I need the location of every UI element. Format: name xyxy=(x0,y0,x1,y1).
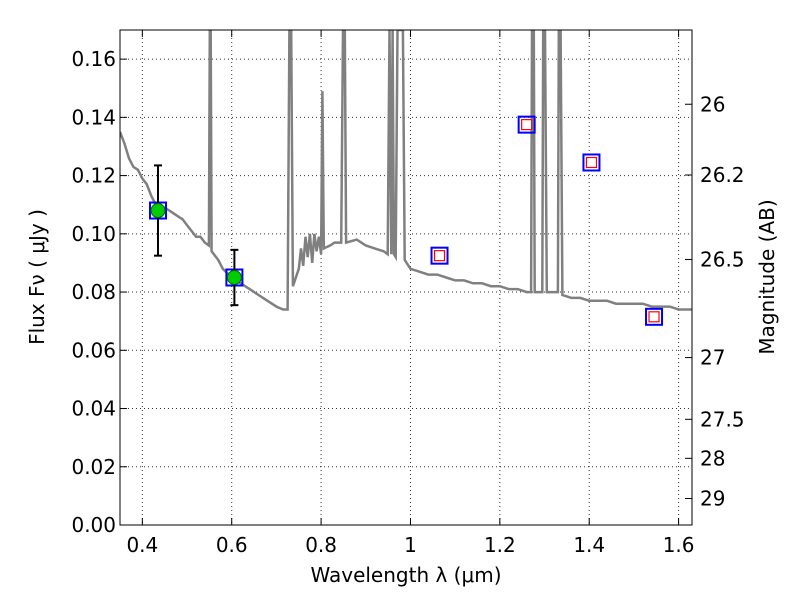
x-axis-label: Wavelength λ (μm) xyxy=(310,563,501,587)
photometry-points xyxy=(148,115,664,326)
model-spectrum xyxy=(120,30,692,311)
right-axis-label: Magnitude (AB) xyxy=(755,199,779,354)
nondetection-marker xyxy=(648,311,660,323)
y-tick-label: 0.06 xyxy=(71,338,116,362)
spectrum-line xyxy=(120,30,692,311)
x-tick-label: 1.4 xyxy=(573,533,605,557)
x-tick-label: 0.8 xyxy=(305,533,337,557)
model-photometry-square xyxy=(430,246,449,265)
model-photometry-square xyxy=(517,115,536,134)
right-tick-label: 26.5 xyxy=(700,247,745,271)
y-tick-label: 0.10 xyxy=(71,222,116,246)
x-tick-label: 1.6 xyxy=(663,533,695,557)
nondetection-marker xyxy=(585,156,598,169)
y-tick-label: 0.04 xyxy=(71,397,116,421)
y-tick-label: 0.16 xyxy=(71,47,116,71)
right-tick-label: 27.5 xyxy=(700,407,745,431)
x-tick-label: 1 xyxy=(404,533,417,557)
plot-frame xyxy=(119,29,693,526)
y-tick-label: 0.14 xyxy=(71,105,116,129)
grid xyxy=(120,30,692,526)
model-photometry-square xyxy=(645,307,664,326)
right-tick-label: 29 xyxy=(700,487,725,511)
detection-point xyxy=(226,270,242,285)
right-tick-label: 26.2 xyxy=(700,163,745,187)
x-tick-label: 1.2 xyxy=(484,533,516,557)
right-tick-label: 28 xyxy=(700,446,725,470)
y-tick-label: 0.08 xyxy=(71,280,116,304)
y-tick-label: 0.12 xyxy=(71,164,116,188)
model-photometry-square xyxy=(582,153,601,172)
right-tick-label: 27 xyxy=(700,346,725,370)
nondetection-marker xyxy=(521,119,533,131)
y-tick-label: 0.00 xyxy=(71,513,116,537)
axis-ticks: 0.4 0.6 0.8 1 1.2 1.4 1.6 0.00 0.02 0.04 0.06 0.08 0… xyxy=(71,30,745,557)
detection-point xyxy=(150,203,166,219)
x-tick-label: 0.4 xyxy=(126,533,158,557)
x-tick-label: 0.6 xyxy=(216,533,248,557)
y-axis-label: Flux Fν ( μJy ) xyxy=(25,209,49,345)
nondetection-marker xyxy=(433,250,446,262)
right-tick-label: 26 xyxy=(700,92,725,116)
y-tick-label: 0.02 xyxy=(71,455,116,479)
